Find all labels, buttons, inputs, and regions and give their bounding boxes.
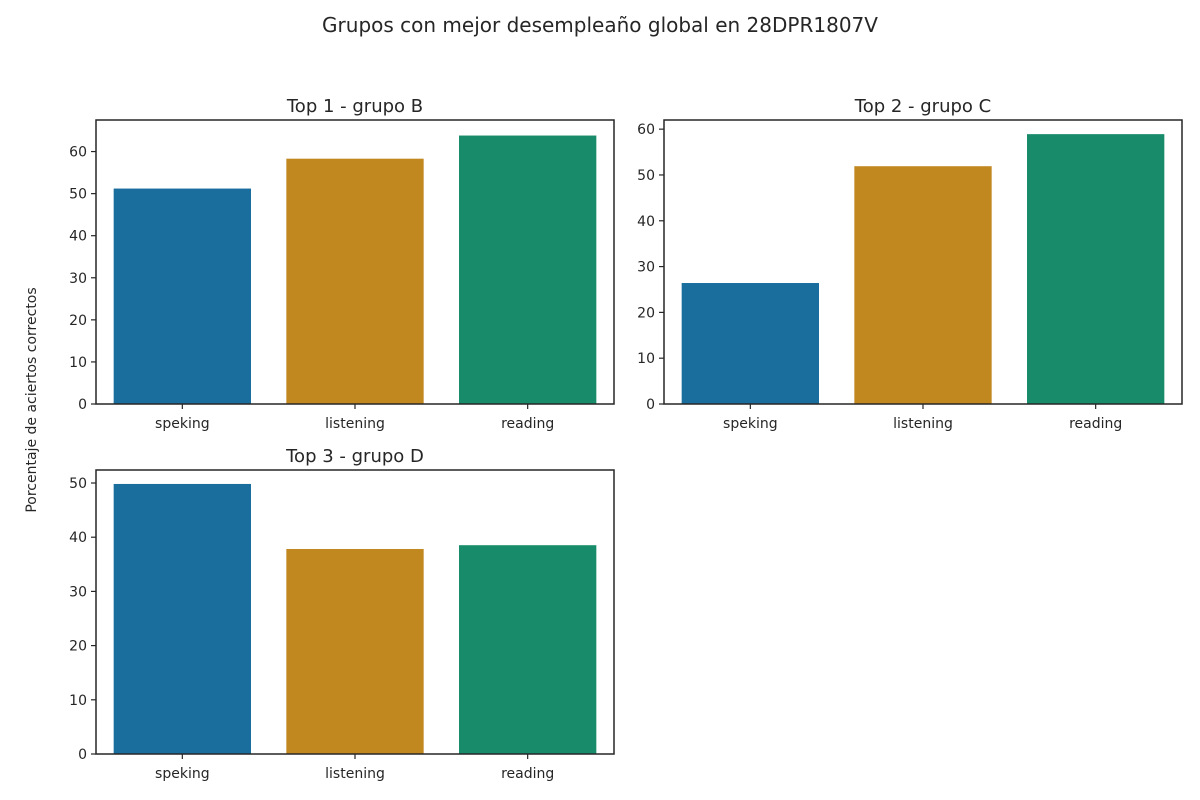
y-tick-label: 20 <box>69 639 87 655</box>
y-tick-label: 30 <box>69 584 87 600</box>
y-axis-label: Porcentaje de aciertos correctos <box>24 287 40 512</box>
y-tick-label: 0 <box>646 397 655 413</box>
subplot-title: Top 3 - grupo D <box>285 446 424 467</box>
bar-reading <box>1026 133 1166 405</box>
x-tick-label: listening <box>893 416 953 432</box>
x-tick-label: listening <box>325 766 385 782</box>
subplot-1: Top 1 - grupo B speking listening reading 0 1… <box>69 96 615 432</box>
bar-listening <box>285 157 425 405</box>
bar-speking <box>112 187 252 405</box>
y-tick-label: 10 <box>637 351 655 367</box>
y-tick-label: 10 <box>69 693 87 709</box>
y-tick-label: 50 <box>69 187 87 203</box>
y-tick-label: 30 <box>69 271 87 287</box>
subplot-3: Top 3 - grupo D speking listening reading 0 1… <box>69 446 615 782</box>
axes-frame <box>95 469 615 755</box>
y-tick-label: 40 <box>637 214 655 230</box>
y-tick-label: 40 <box>69 229 87 245</box>
x-tick-label: reading <box>501 766 554 782</box>
bar-listening <box>285 548 425 755</box>
x-tick-label: reading <box>1069 416 1122 432</box>
axes-frame <box>663 119 1183 405</box>
y-tick-label: 60 <box>69 145 87 161</box>
bar-reading <box>458 544 598 755</box>
bar-reading <box>458 134 598 405</box>
y-tick-label: 50 <box>69 476 87 492</box>
bar-speking <box>680 282 820 405</box>
bar-speking <box>112 483 252 755</box>
subplot-title: Top 1 - grupo B <box>286 96 423 117</box>
subplots: Top 1 - grupo B speking listening reading 0 1… <box>69 96 1183 782</box>
y-tick-label: 10 <box>69 355 87 371</box>
y-tick-label: 20 <box>637 305 655 321</box>
y-tick-label: 40 <box>69 530 87 546</box>
y-tick-label: 30 <box>637 260 655 276</box>
x-tick-label: speking <box>155 766 210 782</box>
y-tick-label: 0 <box>78 397 87 413</box>
y-tick-label: 20 <box>69 313 87 329</box>
subplot-title: Top 2 - grupo C <box>854 96 991 117</box>
figure-title: Grupos con mejor desempleaño global en 2… <box>322 13 878 37</box>
x-tick-label: speking <box>155 416 210 432</box>
y-tick-label: 60 <box>637 122 655 138</box>
y-tick-label: 50 <box>637 168 655 184</box>
x-tick-label: listening <box>325 416 385 432</box>
x-tick-label: reading <box>501 416 554 432</box>
subplot-2: Top 2 - grupo C speking listening reading 0 1… <box>637 96 1183 432</box>
y-tick-label: 0 <box>78 747 87 763</box>
bar-listening <box>853 165 993 405</box>
axes-frame <box>95 119 615 405</box>
x-tick-label: speking <box>723 416 778 432</box>
